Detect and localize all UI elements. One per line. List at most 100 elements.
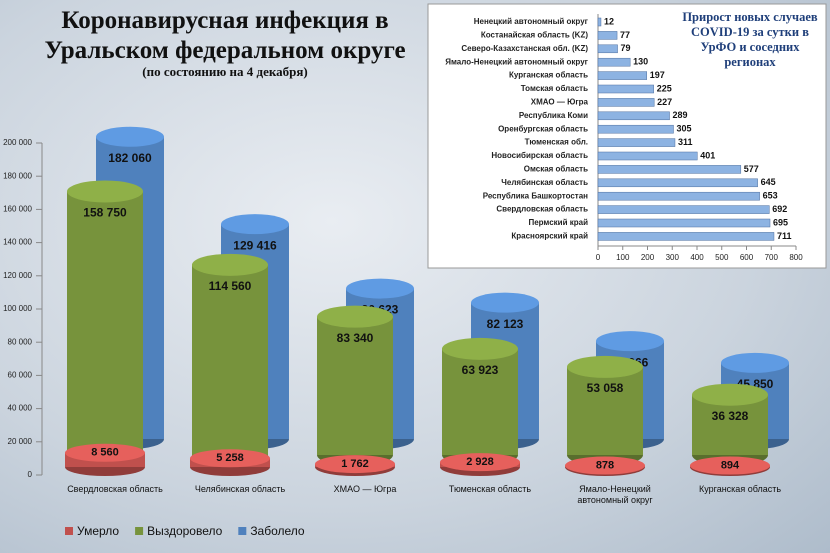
y-tick-label: Курганская область — [509, 71, 588, 80]
bar — [597, 191, 760, 201]
value-label: 63 923 — [462, 363, 499, 377]
cylinder — [317, 305, 393, 466]
bar — [597, 124, 674, 134]
y-tick-label: Ямало-Ненецкий автономный округ — [445, 57, 588, 66]
cylinder-top — [721, 352, 789, 373]
value-label: 158 750 — [83, 206, 127, 220]
x-tick-label: 500 — [715, 253, 729, 262]
value-label: 82 123 — [487, 317, 524, 331]
value-label: 114 560 — [209, 279, 252, 293]
bar — [597, 151, 698, 161]
cylinder-top — [67, 180, 143, 203]
cylinder-top — [346, 278, 414, 299]
bar — [597, 98, 655, 107]
x-tick-label: Свердловская область — [67, 484, 163, 494]
y-tick-label: 180 000 — [3, 171, 32, 180]
cylinder-top — [692, 383, 768, 406]
y-tick-label: 80 000 — [8, 337, 33, 346]
value-label: 5 258 — [216, 452, 244, 464]
value-label: 2 928 — [466, 456, 494, 468]
bar — [597, 205, 770, 214]
y-tick-label: Красноярский край — [511, 232, 588, 241]
bar — [597, 138, 676, 147]
y-tick-label: Томская область — [521, 84, 588, 93]
x-tick-label: Курганская область — [698, 484, 782, 494]
value-label: 305 — [676, 124, 691, 134]
x-tick-label: 400 — [690, 253, 704, 262]
y-tick-label: 140 000 — [3, 238, 32, 247]
cylinder — [442, 337, 518, 466]
bar — [597, 44, 618, 54]
cylinder — [190, 449, 270, 476]
value-label: 695 — [773, 217, 788, 227]
cylinder — [65, 443, 145, 476]
x-tick-label: 100 — [616, 253, 630, 262]
y-tick-label: Омская область — [524, 165, 588, 174]
cylinder-top — [192, 253, 268, 276]
x-tick-label: 300 — [666, 253, 680, 262]
x-tick-label: 700 — [765, 253, 779, 262]
value-label: 878 — [596, 459, 614, 471]
y-tick-label: ХМАО — Югра — [531, 98, 589, 107]
cylinder-top — [565, 456, 645, 475]
bar — [597, 232, 775, 241]
bar — [597, 71, 648, 80]
x-tick-label: Ямало-Ненецкий автономный округ — [577, 484, 653, 505]
cylinder-top — [317, 305, 393, 328]
y-tick-label: Оренбургская область — [498, 124, 588, 133]
legend-swatch — [65, 527, 73, 535]
cylinder — [67, 180, 143, 466]
y-tick-label: Челябинская область — [501, 178, 588, 187]
value-label: 36 328 — [712, 409, 749, 423]
y-tick-label: Республика Башкортостан — [483, 191, 588, 200]
value-label: 79 — [621, 43, 631, 53]
y-tick-label: 0 — [28, 470, 33, 479]
y-tick-label: Пермский край — [528, 218, 588, 227]
cylinder-body — [442, 348, 518, 455]
cylinder-top — [471, 292, 539, 313]
legend-label: Заболело — [250, 524, 305, 538]
x-tick-label: 800 — [789, 253, 803, 262]
cylinder-top — [596, 331, 664, 352]
bar — [597, 84, 654, 94]
cylinder-body — [192, 264, 268, 455]
value-label: 225 — [657, 83, 672, 93]
cylinder-top — [440, 453, 520, 472]
value-label: 83 340 — [337, 331, 374, 345]
value-label: 182 060 — [108, 151, 152, 165]
cylinder-top — [442, 337, 518, 360]
cylinder-top — [96, 126, 164, 147]
value-label: 692 — [772, 204, 787, 214]
y-tick-label: Тюменская обл. — [525, 138, 588, 147]
cylinder-body — [317, 316, 393, 455]
value-label: 77 — [620, 30, 630, 40]
value-label: 577 — [744, 164, 759, 174]
value-label: 197 — [650, 70, 665, 80]
x-tick-label: Челябинская область — [194, 484, 286, 494]
y-tick-label: 100 000 — [3, 304, 32, 313]
cylinder-body — [567, 366, 643, 455]
y-tick-label: Республика Коми — [519, 111, 588, 120]
bar — [597, 165, 742, 174]
value-label: 311 — [678, 137, 693, 147]
y-tick-label: 200 000 — [3, 138, 32, 147]
value-label: 711 — [777, 231, 792, 241]
value-label: 653 — [763, 191, 778, 201]
bar — [597, 111, 670, 121]
cylinder-top — [190, 449, 270, 468]
cylinder-top — [65, 443, 145, 462]
value-label: 894 — [721, 459, 740, 471]
y-tick-label: 160 000 — [3, 205, 32, 214]
cylinder — [690, 456, 770, 476]
x-tick-label: 200 — [641, 253, 655, 262]
bar — [597, 57, 631, 67]
y-tick-label: 120 000 — [3, 271, 32, 280]
cylinder — [565, 456, 645, 476]
cylinder-top — [315, 455, 395, 474]
value-label: 53 058 — [587, 381, 624, 395]
value-label: 645 — [761, 177, 776, 187]
y-tick-label: Северо-Казахстанская обл. (KZ) — [461, 44, 588, 53]
y-tick-label: Ненецкий автономный округ — [474, 17, 589, 26]
y-tick-label: 40 000 — [8, 404, 33, 413]
